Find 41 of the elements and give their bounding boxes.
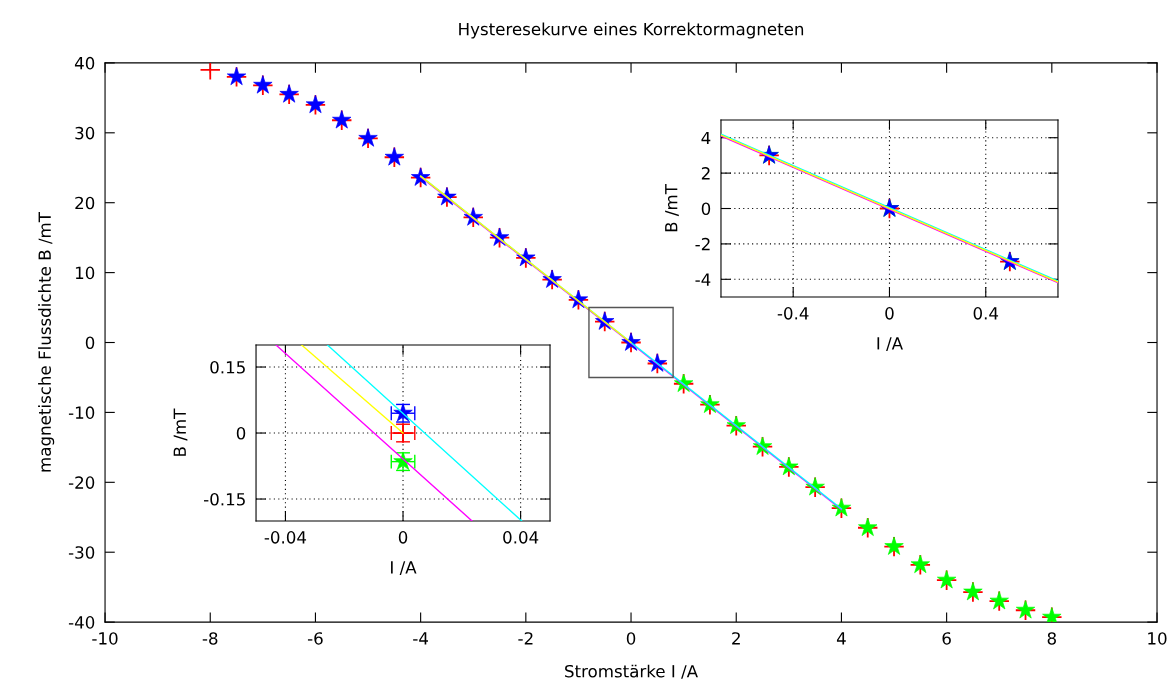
y-tick-label: -40 bbox=[68, 616, 95, 629]
y-tick-label: -30 bbox=[68, 546, 95, 559]
x-axis-title: I /A bbox=[877, 337, 903, 351]
x-tick-label: 0 bbox=[626, 632, 636, 645]
y-tick-label: 2 bbox=[701, 167, 710, 180]
x-axis-title: Stromstärke I /A bbox=[565, 664, 698, 679]
x-tick-label: 2 bbox=[732, 632, 740, 645]
y-tick-label: 30 bbox=[75, 126, 95, 140]
y-tick-label: 40 bbox=[74, 56, 95, 70]
y-tick-label: 0 bbox=[85, 336, 95, 350]
x-tick-label: 0 bbox=[885, 307, 894, 320]
x-tick-label: -10 bbox=[92, 632, 118, 645]
x-axis-title: I /A bbox=[391, 561, 417, 575]
y-tick-label: -2 bbox=[695, 237, 710, 251]
x-tick-label: -4 bbox=[413, 632, 429, 645]
x-tick-label: -0.04 bbox=[264, 531, 307, 544]
x-tick-label: -8 bbox=[202, 632, 218, 645]
x-tick-label: 4 bbox=[836, 632, 846, 645]
x-tick-label: 10 bbox=[1148, 632, 1167, 645]
y-tick-label: 10 bbox=[75, 266, 95, 280]
y-tick-label: 0.15 bbox=[210, 360, 245, 374]
x-tick-label: 8 bbox=[1047, 632, 1056, 645]
x-tick-label: -0.4 bbox=[777, 307, 809, 320]
y-tick-label: 0 bbox=[236, 426, 246, 440]
x-tick-label: 0 bbox=[398, 531, 408, 544]
y-tick-label: 20 bbox=[75, 196, 95, 210]
y-tick-label: 4 bbox=[701, 131, 711, 145]
x-tick-label: -6 bbox=[307, 632, 323, 645]
chart-title: Hysteresekurve eines Korrektormagneten bbox=[459, 22, 804, 39]
x-tick-label: 0.4 bbox=[973, 307, 999, 320]
x-tick-label: -2 bbox=[518, 632, 533, 645]
y-axis-title: magnetische Flussdichte B /mT bbox=[38, 212, 55, 472]
y-tick-label: -0.15 bbox=[204, 493, 245, 506]
x-tick-label: 6 bbox=[942, 632, 951, 645]
y-axis-title: B /mT bbox=[665, 184, 679, 232]
x-tick-label: 0.04 bbox=[503, 531, 539, 544]
y-tick-label: -4 bbox=[695, 273, 711, 286]
y-tick-label: 0 bbox=[701, 202, 711, 216]
y-axis-title: B /mT bbox=[173, 408, 188, 456]
y-tick-label: -20 bbox=[68, 476, 95, 489]
y-tick-label: -10 bbox=[68, 406, 95, 419]
